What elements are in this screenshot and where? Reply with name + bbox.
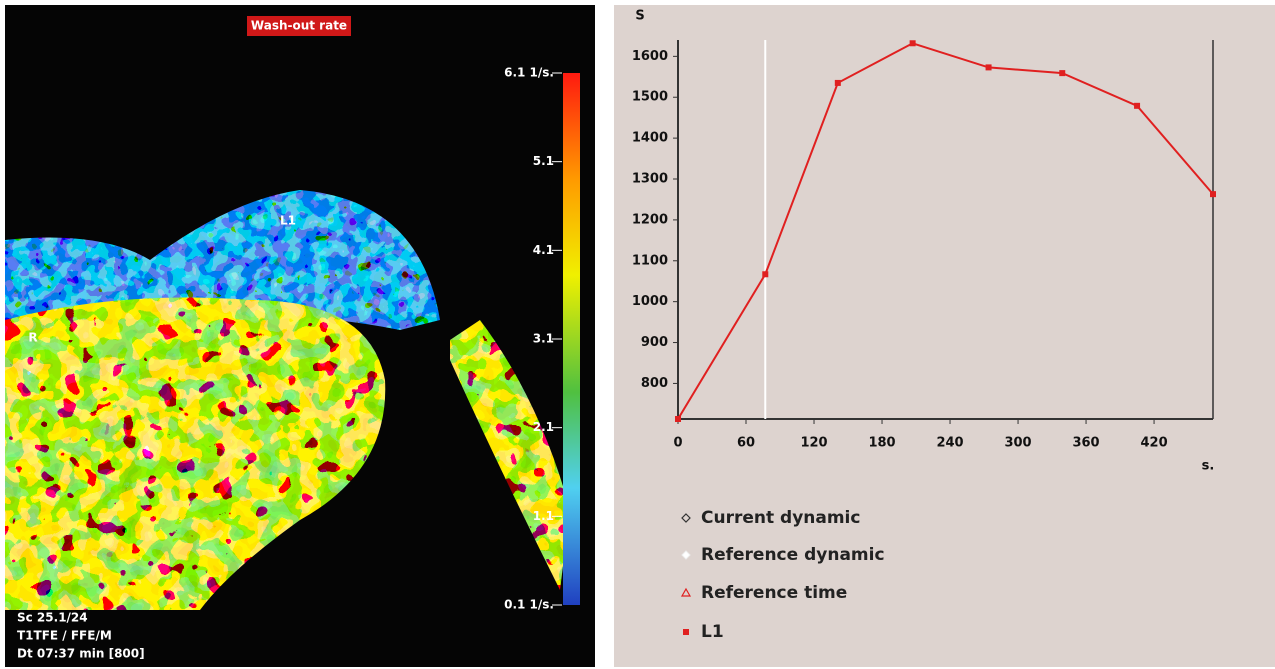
x-tick-label: 0 [673, 436, 682, 451]
x-tick-label: 60 [737, 436, 755, 451]
legend-marker [681, 550, 691, 560]
series-line [677, 42, 1214, 420]
x-tick-label: 300 [1004, 436, 1031, 451]
legend-label: Reference dynamic [701, 545, 885, 565]
y-tick-label: 1500 [632, 90, 668, 105]
x-tick-label: 360 [1072, 436, 1099, 451]
legend-marker [681, 513, 691, 523]
y-axis-label: S [635, 9, 644, 24]
title-box [247, 16, 351, 36]
x-tick-label: 420 [1140, 436, 1167, 451]
x-tick-label: 180 [868, 436, 895, 451]
colorbar-label: 2.1 [533, 420, 554, 434]
roi-label: L1 [280, 214, 296, 228]
point [675, 416, 681, 422]
colorbar [563, 73, 580, 605]
image-title: Wash-out rate [251, 19, 347, 33]
info-line: Sc 25.1/24 [17, 611, 88, 625]
y-tick-label: 1600 [632, 49, 668, 64]
legend-marker [680, 587, 692, 597]
x-tick-label: 240 [936, 436, 963, 451]
colorbar-label: 6.1 1/s. [504, 66, 554, 80]
side-label: R [28, 331, 37, 345]
y-tick-label: 1400 [632, 131, 668, 146]
point [1134, 102, 1141, 109]
chart-panel [614, 5, 1275, 667]
y-tick-label: 800 [641, 376, 668, 391]
x-axis-label: s. [1202, 459, 1215, 474]
colorbar-label: 4.1 [533, 243, 554, 257]
legend-label: L1 [701, 622, 724, 642]
point [762, 271, 769, 278]
y-tick-label: 1100 [632, 253, 668, 268]
info-line: T1TFE / FFE/M [17, 629, 112, 643]
colorbar-label: 3.1 [533, 332, 554, 346]
info-line: Dt 07:37 min [800] [17, 647, 145, 661]
y-tick-label: 1200 [632, 212, 668, 227]
point [1210, 191, 1216, 198]
y-tick-label: 900 [641, 335, 668, 350]
colorbar-label: 0.1 1/s. [504, 598, 554, 612]
point [1059, 70, 1066, 77]
colorbar-label: 5.1 [533, 154, 554, 168]
legend-marker [683, 629, 689, 635]
point [985, 64, 992, 71]
y-tick-label: 1300 [632, 172, 668, 187]
y-tick-label: 1000 [632, 294, 668, 309]
colorbar-label: 1.1 [533, 509, 554, 523]
point [909, 40, 916, 47]
x-tick-label: 120 [800, 436, 827, 451]
legend-label: Reference time [701, 583, 847, 603]
legend: Current dynamic Reference dynamic Referenc… [680, 508, 885, 642]
point [834, 79, 841, 86]
legend-label: Current dynamic [701, 508, 860, 528]
